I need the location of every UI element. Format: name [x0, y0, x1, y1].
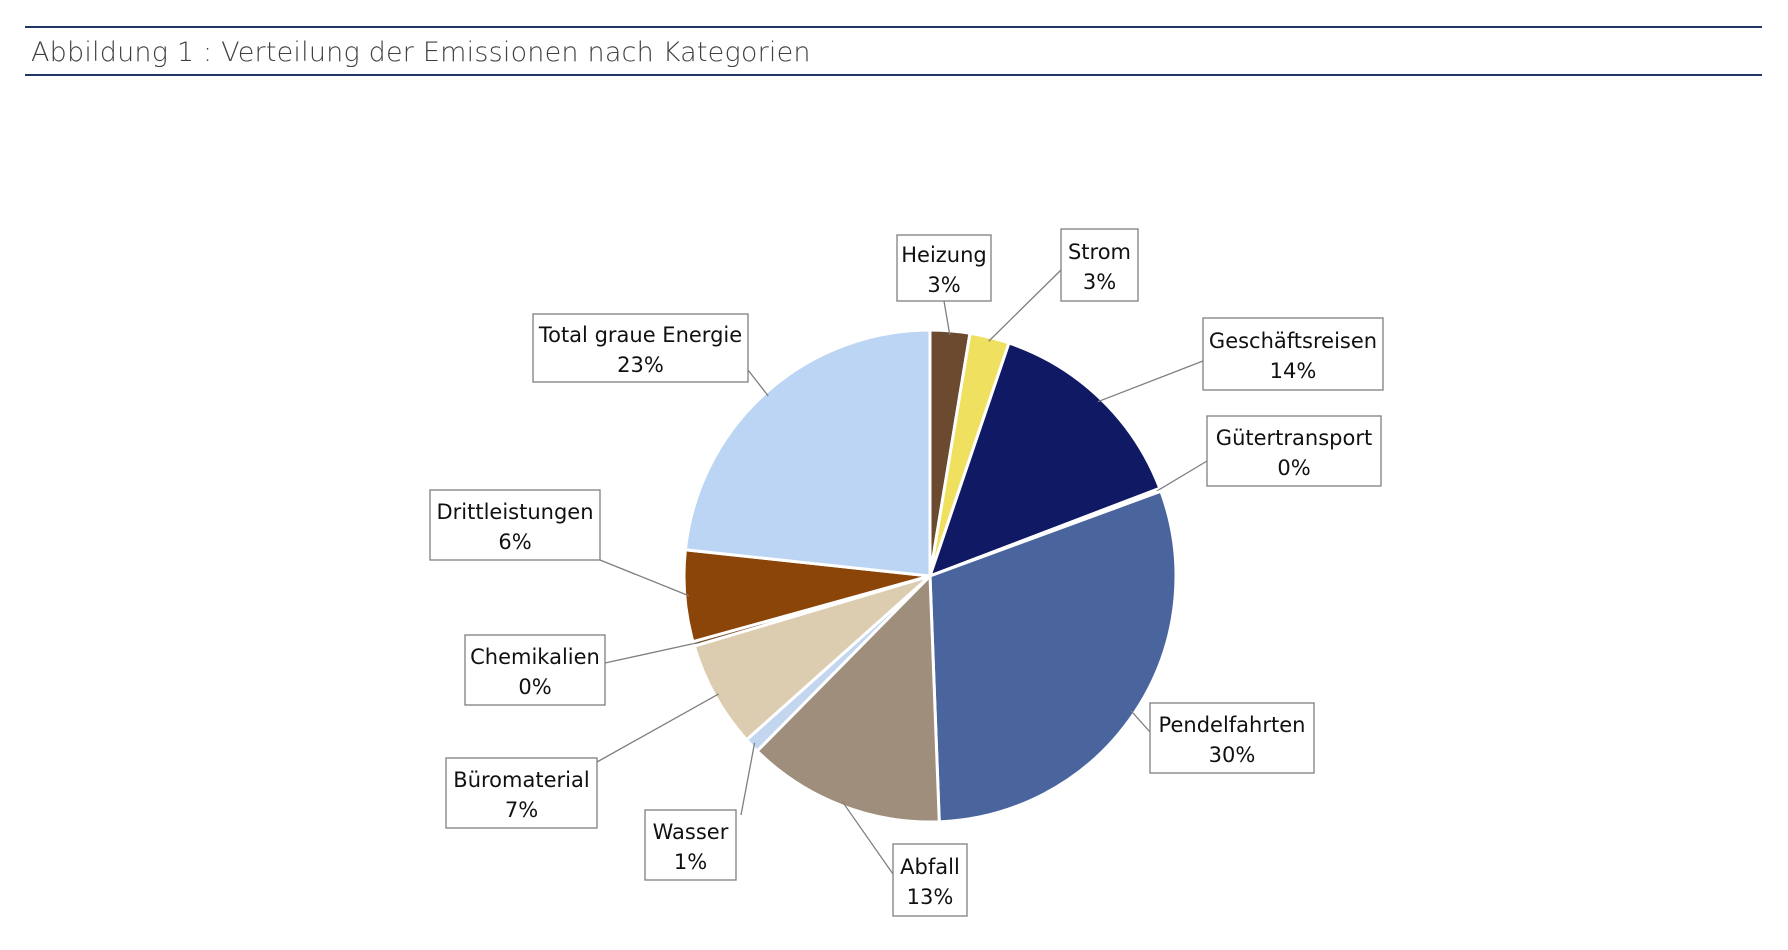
label-box	[896, 234, 992, 302]
pie-slice-abfall	[755, 572, 941, 824]
slice-name-label: Gütertransport	[1216, 426, 1372, 450]
data-label: Drittleistungen 6%	[429, 489, 601, 561]
label-box	[445, 757, 598, 829]
slice-percent-label: 23%	[617, 353, 664, 377]
leader-line	[747, 369, 769, 397]
label-box	[429, 489, 601, 561]
slice-name-label: Geschäftsreisen	[1209, 329, 1377, 353]
data-label: Pendelfahrten 30%	[1149, 702, 1315, 774]
data-label: Strom 3%	[1060, 228, 1139, 302]
slice-name-label: Heizung	[901, 243, 987, 267]
label-box	[892, 843, 968, 917]
slice-percent-label: 14%	[1270, 359, 1317, 383]
data-label: Geschäftsreisen 14%	[1202, 317, 1384, 391]
data-label: Heizung 3%	[896, 234, 992, 302]
leader-line	[1156, 460, 1208, 492]
slice-percent-label: 7%	[505, 798, 538, 822]
slice-name-label: Wasser	[653, 820, 729, 844]
slice-name-label: Strom	[1068, 240, 1131, 264]
slice-percent-label: 0%	[1277, 456, 1310, 480]
leader-line	[988, 269, 1062, 342]
slice-percent-label: 30%	[1209, 743, 1256, 767]
leader-line	[596, 693, 719, 763]
label-box	[464, 634, 606, 706]
data-label: Total graue Energie 23%	[532, 313, 749, 383]
slice-percent-label: 3%	[927, 273, 960, 297]
slice-percent-label: 6%	[498, 530, 531, 554]
figure-caption: Abbildung 1 : Verteilung der Emissionen …	[31, 37, 811, 68]
slice-name-label: Chemikalien	[470, 645, 600, 669]
label-box	[644, 809, 737, 881]
pie-slice-geschäftsreisen	[927, 341, 1162, 579]
slice-name-label: Total graue Energie	[538, 323, 742, 347]
pie-slice-pendelfahrten	[928, 489, 1178, 824]
data-label: Gütertransport 0%	[1206, 415, 1382, 487]
leader-line	[740, 742, 756, 816]
slice-name-label: Drittleistungen	[436, 500, 593, 524]
slice-percent-label: 0%	[518, 675, 551, 699]
label-box	[1060, 228, 1139, 302]
data-label: Chemikalien 0%	[464, 634, 606, 706]
leader-line	[604, 642, 698, 664]
slice-percent-label: 13%	[907, 885, 954, 909]
data-label: Büromaterial 7%	[445, 757, 598, 829]
leader-line	[1130, 710, 1151, 733]
label-box	[1206, 415, 1382, 487]
leader-line	[943, 300, 951, 335]
slice-name-label: Büromaterial	[453, 768, 589, 792]
leader-line	[841, 801, 894, 875]
leader-line	[1097, 360, 1204, 403]
caption-bar: Abbildung 1 : Verteilung der Emissionen …	[25, 26, 1762, 76]
slice-name-label: Abfall	[900, 855, 960, 879]
label-box	[1149, 702, 1315, 774]
data-label: Wasser 1%	[644, 809, 737, 881]
slice-percent-label: 1%	[674, 850, 707, 874]
label-box	[1202, 317, 1384, 391]
leader-line	[599, 559, 690, 597]
label-box	[532, 313, 749, 383]
slice-name-label: Pendelfahrten	[1159, 713, 1306, 737]
data-label: Abfall 13%	[892, 843, 968, 917]
slice-percent-label: 3%	[1083, 270, 1116, 294]
